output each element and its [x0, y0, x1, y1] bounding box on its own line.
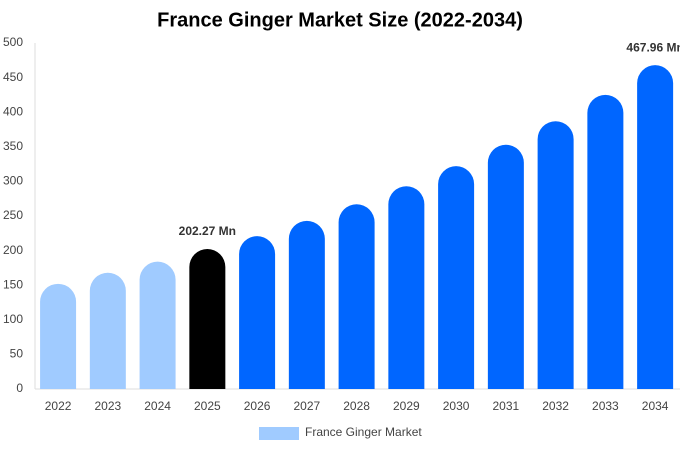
- x-tick-label: 2034: [642, 399, 669, 413]
- y-tick-label: 250: [3, 208, 23, 222]
- bar: [239, 236, 276, 389]
- x-tick-label: 2032: [542, 399, 569, 413]
- y-tick-label: 50: [10, 347, 24, 361]
- y-tick-label: 500: [3, 35, 23, 49]
- x-tick-label: 2025: [194, 399, 221, 413]
- bar: [487, 144, 524, 389]
- y-tick-label: 100: [3, 312, 23, 326]
- y-tick-label: 400: [3, 104, 23, 118]
- x-tick-label: 2030: [443, 399, 470, 413]
- y-tick-label: 150: [3, 277, 23, 291]
- legend-swatch: [259, 427, 299, 440]
- bar: [288, 220, 325, 389]
- bar: [338, 204, 375, 389]
- bar: [537, 121, 574, 390]
- x-tick-label: 2031: [493, 399, 520, 413]
- x-tick-label: 2023: [94, 399, 121, 413]
- bar: [637, 65, 674, 389]
- y-tick-label: 300: [3, 174, 23, 188]
- bar: [139, 261, 176, 389]
- x-tick-label: 2028: [343, 399, 370, 413]
- x-tick-label: 2033: [592, 399, 619, 413]
- bar: [189, 249, 226, 389]
- x-tick-label: 2026: [244, 399, 271, 413]
- bar: [388, 186, 425, 389]
- x-tick-label: 2029: [393, 399, 420, 413]
- y-tick-label: 200: [3, 243, 23, 257]
- y-tick-label: 0: [16, 381, 23, 395]
- bar: [587, 94, 624, 389]
- bar: [40, 283, 77, 389]
- y-tick-label: 450: [3, 70, 23, 84]
- legend-label: France Ginger Market: [305, 425, 422, 439]
- data-label: 467.96 Mn: [626, 40, 680, 54]
- data-label: 202.27 Mn: [179, 224, 236, 238]
- chart-title: France Ginger Market Size (2022-2034): [157, 9, 523, 31]
- x-tick-label: 2022: [45, 399, 72, 413]
- y-tick-label: 350: [3, 139, 23, 153]
- x-tick-label: 2027: [293, 399, 320, 413]
- bar: [438, 166, 475, 389]
- x-tick-label: 2024: [144, 399, 171, 413]
- bar: [89, 272, 126, 389]
